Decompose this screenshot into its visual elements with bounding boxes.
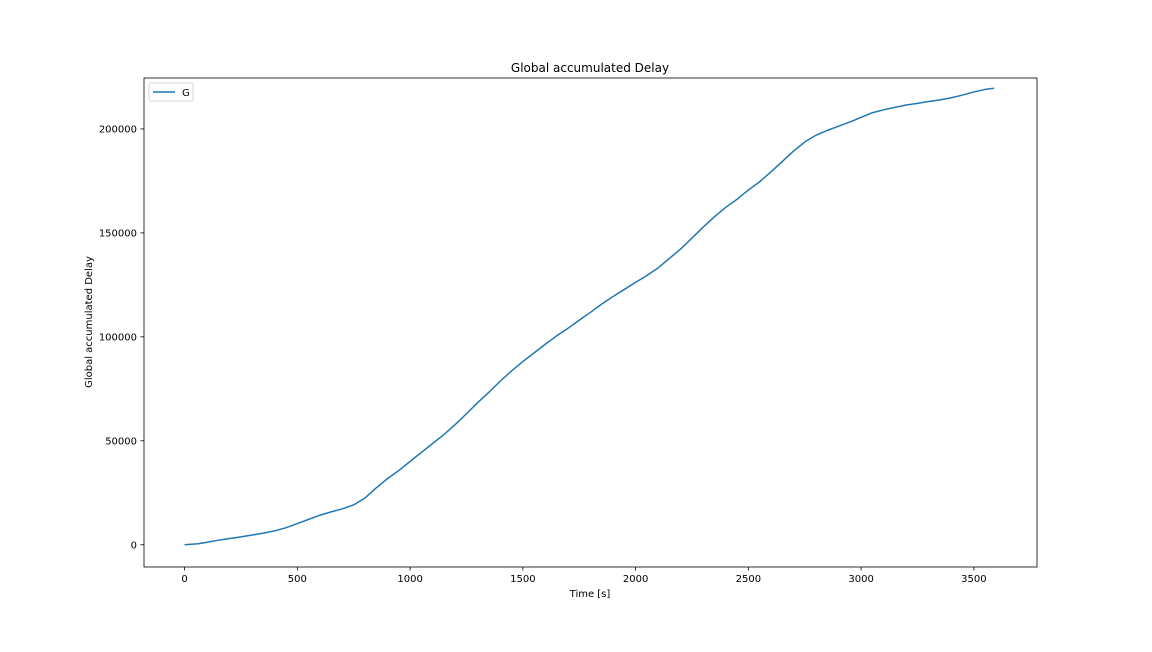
series-line-0 [184,87,995,546]
y-tick-label: 150000 [99,228,137,239]
y-tick-label: 0 [131,540,137,551]
y-axis: 0 50000 100000 150000 200000 [99,124,144,551]
x-tick-label: 0 [181,574,187,585]
y-axis-label: Global accumulated Delay [84,256,95,388]
x-axis-label: Time [s] [569,589,611,600]
legend-label: G [182,88,190,99]
x-tick-label: 2500 [736,574,761,585]
y-tick-label: 50000 [105,436,137,447]
x-tick-label: 1500 [510,574,535,585]
plot-area-frame [143,77,1038,568]
x-tick-label: 3500 [961,574,986,585]
y-tick-label: 200000 [99,124,137,135]
legend: G [148,82,194,102]
x-tick-label: 3000 [848,574,873,585]
x-tick-label: 2000 [623,574,648,585]
y-tick-label: 100000 [99,332,137,343]
chart-title: Global accumulated Delay [511,61,669,75]
x-tick-label: 500 [288,574,307,585]
series-layer [184,87,995,546]
x-axis: 0 500 1000 1500 2000 2500 3000 3500 [181,567,987,585]
x-tick-label: 1000 [397,574,422,585]
